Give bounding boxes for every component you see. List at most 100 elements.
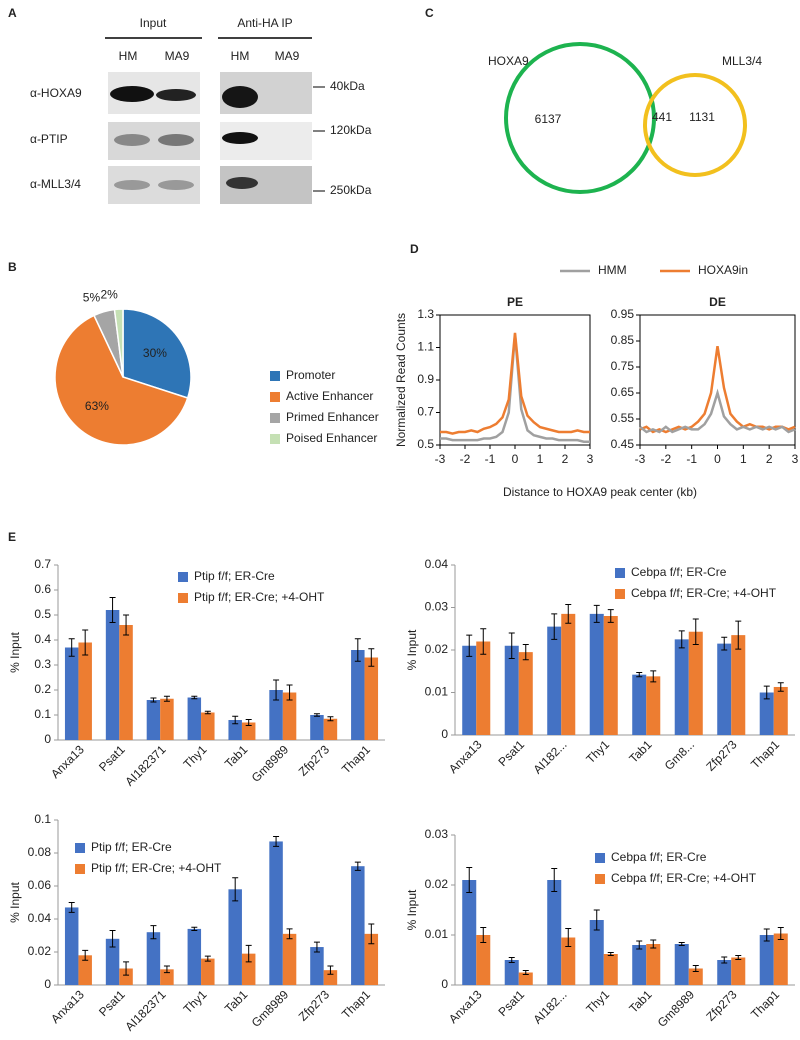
legend-label: Ptip f/f; ER-Cre (91, 840, 172, 854)
bar (146, 700, 161, 740)
legend-label: Cebpa f/f; ER-Cre; +4-OHT (611, 871, 757, 885)
y-tick-label: 0 (441, 977, 448, 991)
panel-label: B (8, 260, 17, 274)
error-bar (191, 695, 198, 700)
x-tick-label: Gm8... (662, 737, 697, 772)
error-bar (354, 861, 361, 871)
panel-label: A (8, 6, 17, 20)
error-bar (354, 638, 361, 662)
y-tick-label: 0.08 (28, 845, 52, 859)
bar (78, 955, 92, 985)
legend-swatch (270, 392, 280, 402)
bar (632, 945, 647, 985)
legend-label: Cebpa f/f; ER-Cre (611, 850, 707, 864)
x-tick-label: Thy1 (181, 987, 210, 1016)
x-tick-label: AI182371 (122, 987, 168, 1033)
line-series (440, 334, 590, 443)
x-tick-label: Anxa13 (446, 987, 485, 1026)
bar (504, 645, 519, 735)
x-tick-label: -3 (635, 452, 646, 466)
legend-label: Cebpa f/f; ER-Cre (631, 565, 727, 579)
legend-swatch (615, 589, 625, 599)
y-tick-label: 0.5 (417, 437, 434, 451)
y-tick-label: 0.02 (425, 877, 449, 891)
error-bar (232, 715, 239, 725)
error-bar (607, 952, 614, 956)
x-tick-label: Zfp273 (703, 987, 740, 1024)
pie-slice (122, 308, 192, 399)
error-bar (466, 634, 473, 657)
error-bar (777, 927, 784, 940)
error-bar (327, 965, 334, 975)
bar (547, 626, 562, 735)
x-tick-label: Anxa13 (446, 737, 485, 776)
y-tick-label: 0.4 (34, 632, 51, 646)
legend-label: Promoter (286, 368, 335, 382)
error-bar (123, 961, 130, 976)
bar (323, 970, 338, 985)
x-tick-label: Gm8989 (249, 742, 292, 785)
bar (603, 954, 618, 985)
x-tick-label: 1 (740, 452, 747, 466)
bar (351, 866, 365, 985)
bar (187, 928, 202, 985)
x-tick-label: Tab1 (626, 737, 655, 766)
error-bar (466, 867, 473, 893)
error-bar (368, 923, 375, 945)
bar (518, 972, 533, 985)
error-bar (245, 944, 252, 963)
bar (105, 610, 120, 740)
legend-swatch (615, 568, 625, 578)
x-tick-label: Psat1 (496, 737, 528, 769)
y-tick-label: 0 (44, 977, 51, 991)
error-bar (273, 679, 280, 701)
legend-swatch (75, 864, 85, 874)
lane-label: HM (119, 49, 138, 63)
legend-label: Poised Enhancer (286, 431, 377, 445)
legend-label: Active Enhancer (286, 389, 373, 403)
y-tick-label: 0.7 (34, 557, 51, 571)
bar (64, 647, 79, 740)
error-bar (721, 956, 728, 964)
bar (717, 643, 732, 735)
y-tick-label: 0.3 (34, 657, 51, 671)
error-bar (508, 957, 515, 963)
legend-label: Cebpa f/f; ER-Cre; +4-OHT (631, 586, 777, 600)
error-bar (607, 609, 614, 623)
band (158, 180, 194, 190)
error-bar (313, 941, 320, 953)
marker-label: 120kDa (330, 123, 372, 137)
x-tick-label: Psat1 (96, 742, 128, 774)
legend-swatch (595, 853, 605, 863)
legend-label: HMM (598, 263, 627, 277)
error-bar (82, 949, 89, 961)
legend-swatch (75, 843, 85, 853)
y-tick-label: 0.95 (611, 307, 635, 321)
bar (119, 968, 133, 985)
venn-circle (643, 73, 747, 177)
bar (241, 722, 256, 740)
y-tick-label: 0.1 (34, 812, 51, 826)
bar (759, 935, 774, 985)
legend-swatch (178, 572, 188, 582)
bar (119, 625, 133, 740)
x-tick-label: Tab1 (222, 987, 251, 1016)
legend-swatch (270, 371, 280, 381)
error-bar (522, 970, 529, 975)
bar (674, 639, 689, 735)
x-tick-label: Psat1 (96, 987, 128, 1019)
x-tick-label: 0 (714, 452, 721, 466)
x-tick-label: Gm8989 (249, 987, 292, 1030)
x-tick-label: -2 (660, 452, 671, 466)
bar (759, 692, 774, 735)
x-tick-label: Thy1 (583, 737, 612, 766)
error-bar (109, 597, 116, 623)
y-axis-label: Normalized Read Counts (394, 313, 408, 447)
antibody-label: α-MLL3/4 (30, 177, 81, 191)
bar (504, 960, 519, 985)
overlap-count: 441 (652, 110, 672, 124)
bar (632, 674, 647, 735)
y-tick-label: 0.7 (417, 405, 434, 419)
band (222, 132, 258, 144)
x-tick-label: Thap1 (339, 742, 373, 776)
